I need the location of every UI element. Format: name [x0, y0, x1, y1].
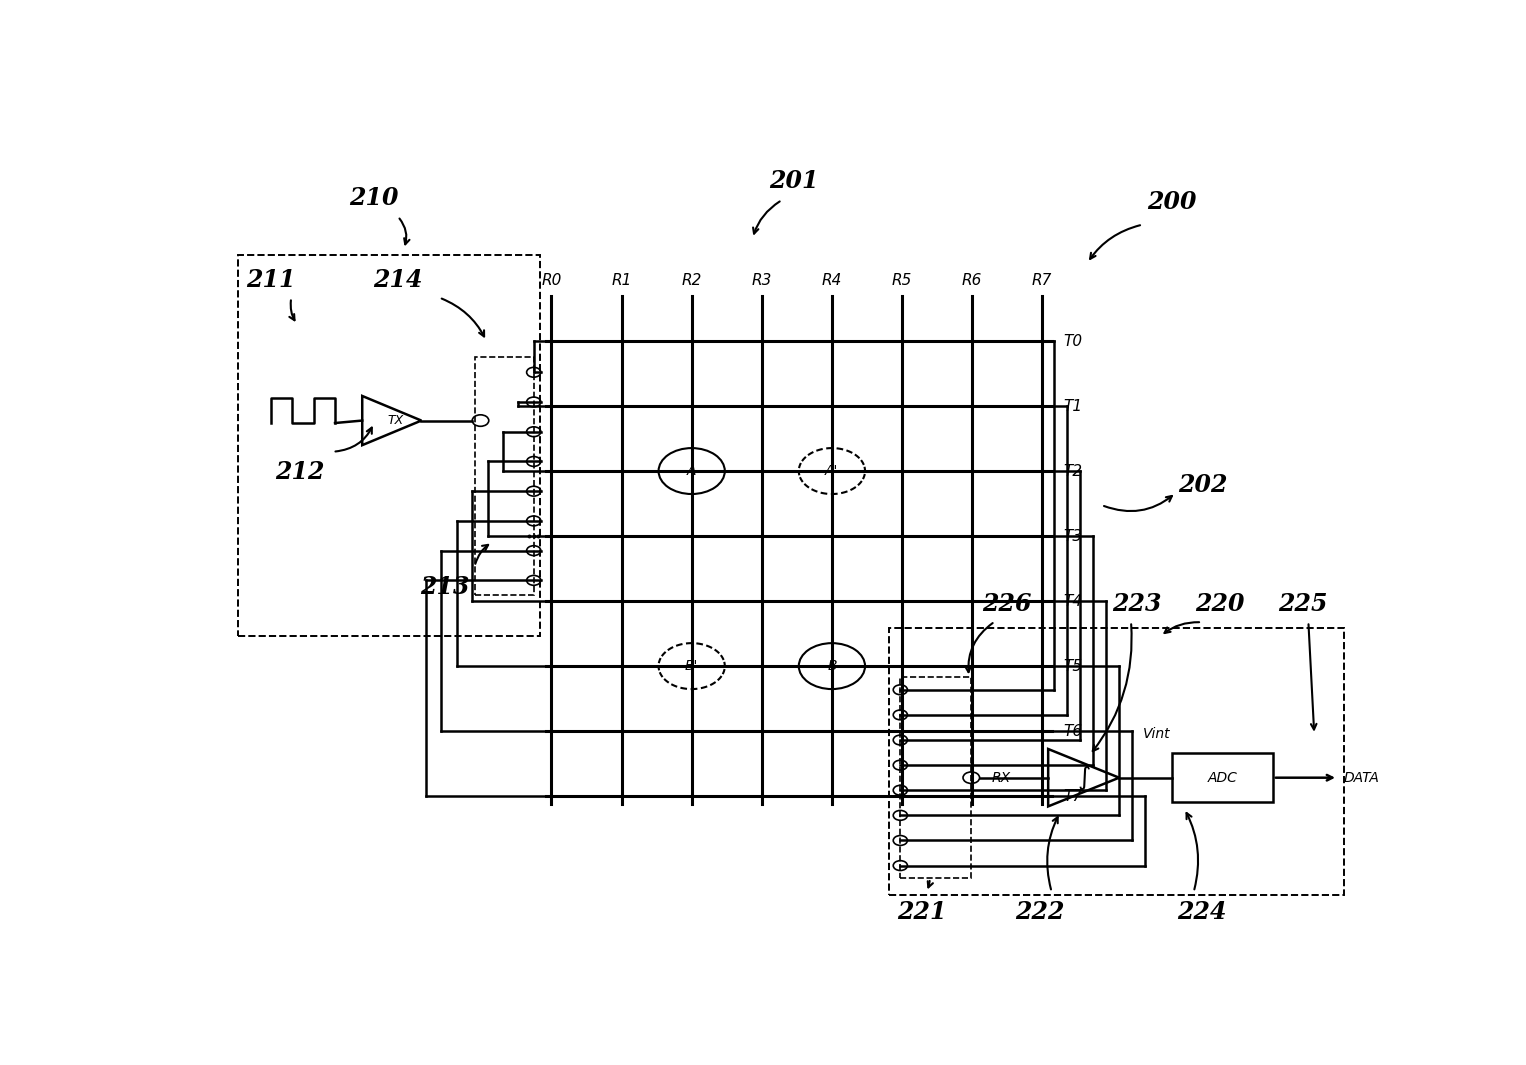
Text: T0: T0: [1064, 333, 1082, 348]
Text: 210: 210: [349, 185, 398, 210]
Text: Vint: Vint: [1143, 726, 1170, 741]
Text: TX: TX: [388, 414, 403, 427]
Text: 202: 202: [1178, 473, 1228, 496]
Text: RX: RX: [992, 771, 1010, 785]
Text: 214: 214: [372, 267, 423, 292]
Text: 222: 222: [1015, 900, 1065, 924]
Text: $\int$: $\int$: [1077, 764, 1091, 791]
Text: 212: 212: [275, 460, 325, 484]
Text: A': A': [826, 464, 839, 478]
Text: 226: 226: [983, 592, 1032, 616]
Text: B: B: [827, 659, 836, 673]
Bar: [900, 677, 972, 879]
Text: T7: T7: [1064, 789, 1082, 804]
Text: T4: T4: [1064, 593, 1082, 608]
Text: R5: R5: [891, 273, 913, 288]
Text: R2: R2: [682, 273, 702, 288]
Text: T5: T5: [1064, 658, 1082, 673]
Text: 221: 221: [897, 900, 946, 924]
Bar: [888, 628, 1344, 895]
Text: T2: T2: [1064, 463, 1082, 478]
Text: T6: T6: [1064, 723, 1082, 739]
Text: B': B': [685, 659, 699, 673]
Text: R0: R0: [542, 273, 562, 288]
Text: R6: R6: [961, 273, 983, 288]
Bar: [238, 255, 540, 636]
Text: 201: 201: [769, 169, 818, 194]
Text: 211: 211: [246, 267, 296, 292]
Bar: [475, 358, 534, 595]
Text: 200: 200: [1148, 190, 1196, 214]
Text: R7: R7: [1032, 273, 1053, 288]
Text: DATA: DATA: [1344, 771, 1380, 785]
Text: ADC: ADC: [1207, 771, 1238, 785]
Text: R3: R3: [752, 273, 772, 288]
Text: R4: R4: [821, 273, 842, 288]
Text: A: A: [687, 464, 696, 478]
Text: R1: R1: [612, 273, 632, 288]
Text: 224: 224: [1177, 900, 1227, 924]
Text: T1: T1: [1064, 398, 1082, 413]
Text: 220: 220: [1195, 592, 1244, 616]
Bar: [1172, 753, 1273, 802]
Text: T3: T3: [1064, 528, 1082, 543]
Text: 213: 213: [420, 575, 470, 599]
Text: 223: 223: [1112, 592, 1161, 616]
Text: 225: 225: [1277, 592, 1328, 616]
